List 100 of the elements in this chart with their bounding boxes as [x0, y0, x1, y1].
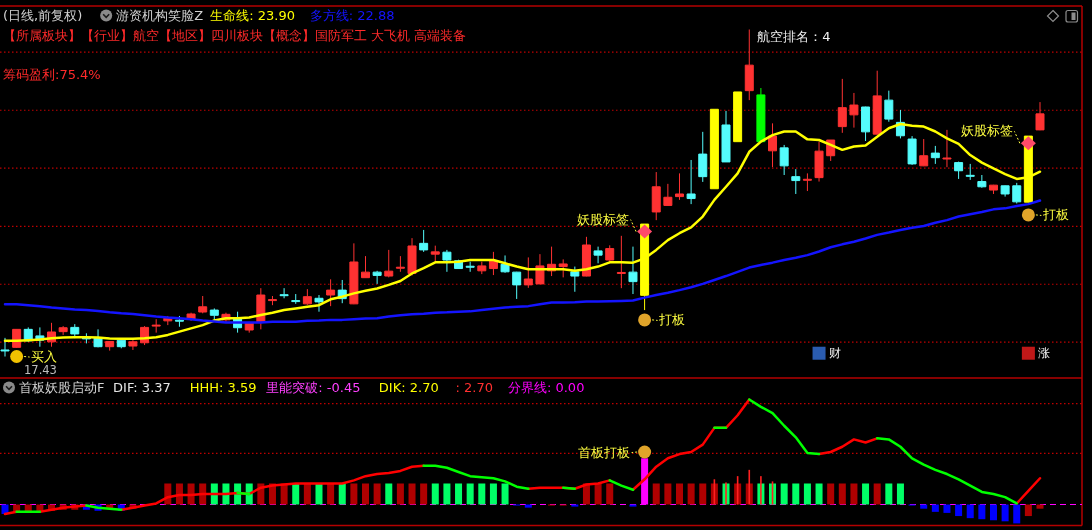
candlestick	[593, 246, 603, 264]
candlestick	[872, 70, 882, 135]
bar	[675, 483, 683, 505]
candlestick	[314, 294, 324, 313]
bar	[699, 483, 707, 505]
annotation: 筹码盈利:75.4%	[3, 67, 101, 82]
candlestick	[430, 245, 440, 263]
bar	[303, 483, 311, 505]
candlestick	[930, 145, 940, 165]
bar	[780, 483, 788, 505]
candlestick	[965, 163, 975, 181]
bar	[478, 483, 486, 505]
bar	[1036, 504, 1044, 509]
candlestick	[907, 135, 917, 166]
candlestick	[198, 295, 208, 314]
series-label: 财	[828, 346, 841, 361]
bar	[292, 483, 300, 505]
bar	[373, 483, 381, 505]
candlestick	[209, 307, 219, 321]
candlestick	[395, 255, 405, 273]
bar	[455, 483, 463, 505]
bar	[408, 483, 416, 505]
candlestick	[361, 255, 371, 279]
point	[1021, 208, 1035, 222]
bar	[885, 483, 893, 505]
bar	[989, 504, 997, 521]
candlestick	[651, 171, 661, 221]
series-label: 首板打板	[578, 444, 631, 460]
ref-line-label: 分界线: 0.00	[507, 380, 585, 395]
candlestick	[674, 172, 684, 201]
bar	[815, 483, 823, 505]
bar	[210, 483, 218, 505]
bar	[431, 483, 439, 505]
text: 生命线: 23.90	[210, 8, 295, 23]
bar	[1013, 504, 1021, 524]
point	[10, 350, 24, 363]
candlestick	[581, 236, 591, 277]
point	[637, 224, 653, 239]
candlestick	[884, 90, 894, 123]
bar	[896, 483, 904, 505]
candlestick	[384, 249, 394, 278]
bar	[571, 504, 579, 507]
point	[1020, 136, 1036, 151]
bar	[524, 504, 532, 508]
candlestick	[733, 91, 743, 143]
bar	[466, 483, 474, 505]
candlestick	[128, 339, 138, 351]
candlestick	[116, 337, 126, 349]
candlestick	[1035, 101, 1045, 131]
candlestick	[1000, 184, 1010, 198]
bar	[396, 483, 404, 505]
bar	[803, 483, 811, 505]
bar	[838, 483, 846, 505]
candlestick	[663, 183, 673, 207]
bar	[920, 504, 928, 509]
bar	[327, 483, 335, 505]
bar	[338, 483, 346, 505]
candlestick	[105, 340, 115, 352]
annotation: 航空排名：4	[757, 28, 831, 44]
candlestick	[1012, 182, 1022, 204]
candlestick	[523, 256, 533, 289]
text: 里能突破: -0.45	[266, 380, 361, 395]
bar	[385, 483, 393, 505]
candlestick	[616, 235, 626, 289]
bar	[1024, 504, 1032, 517]
bar	[931, 504, 939, 512]
text: DIF: 3.37	[113, 380, 171, 395]
point	[638, 313, 652, 327]
bar	[792, 483, 800, 505]
candlestick	[419, 229, 429, 253]
bar	[850, 483, 858, 505]
point	[812, 346, 826, 360]
candlestick	[70, 323, 80, 339]
text: DIK: 2.70	[378, 380, 439, 395]
candlestick	[512, 271, 522, 300]
candlestick	[814, 141, 824, 183]
candlestick	[349, 242, 359, 305]
bar	[873, 483, 881, 505]
text: 17.43	[24, 362, 57, 377]
chart-title: (日线,前复权)	[3, 8, 83, 23]
candlestick	[988, 184, 998, 195]
candlestick	[709, 108, 719, 190]
candlestick	[267, 295, 277, 306]
bar	[1001, 504, 1009, 522]
candlestick	[500, 254, 510, 274]
series-label: 买入	[31, 349, 58, 365]
bar	[489, 483, 497, 505]
candlestick	[605, 244, 615, 264]
bar	[315, 483, 323, 505]
bar	[827, 483, 835, 505]
bar	[222, 483, 230, 505]
bar	[978, 504, 986, 520]
candlestick	[977, 174, 987, 189]
series-label: 涨	[1037, 346, 1050, 361]
candlestick	[558, 258, 568, 278]
bar	[234, 483, 242, 505]
candlestick	[698, 131, 708, 183]
candlestick	[942, 129, 952, 168]
bar	[943, 504, 951, 513]
candlestick	[721, 110, 731, 163]
